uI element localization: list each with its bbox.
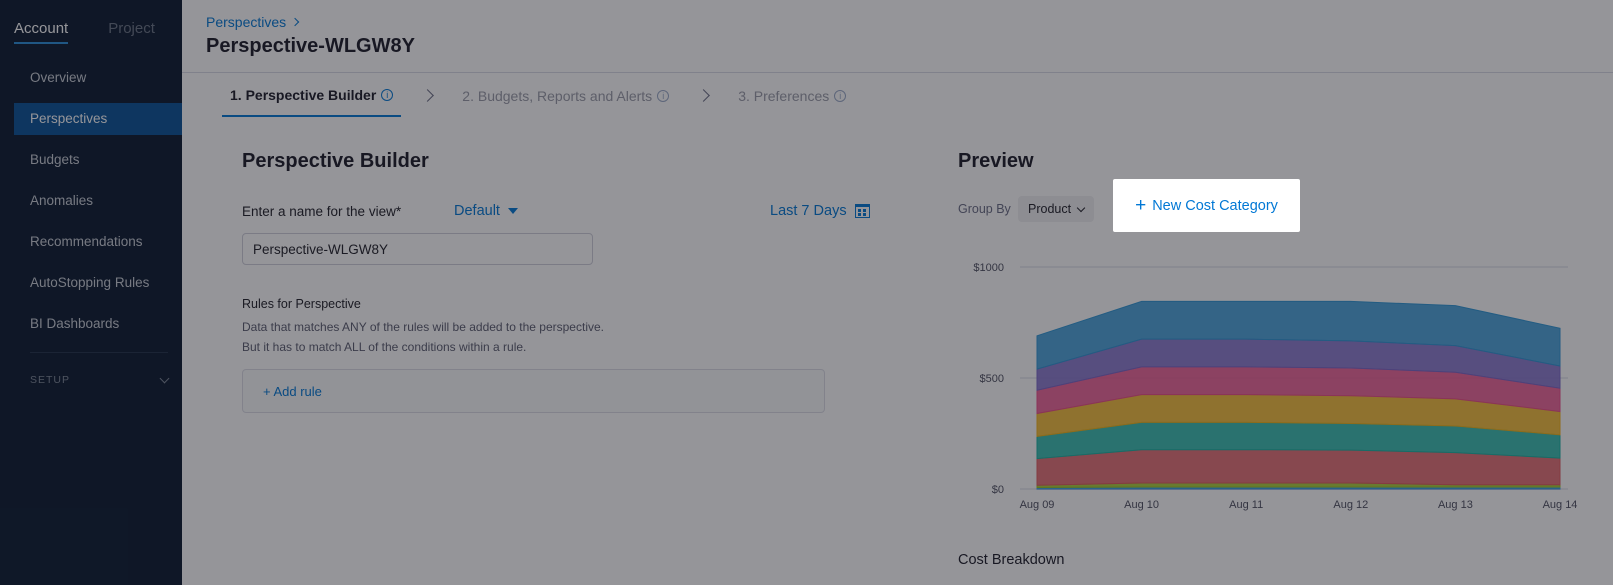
- y-axis-ticks: $0 $500 $1000: [973, 262, 1004, 496]
- caret-down-icon: [507, 208, 518, 214]
- time-range-picker[interactable]: Last 7 Days: [770, 203, 870, 219]
- group-by-dropdown[interactable]: Product: [1018, 196, 1095, 222]
- time-range-value: Last 7 Days: [770, 203, 847, 219]
- step-perspective-builder[interactable]: 1. Perspective Builder i: [222, 74, 402, 117]
- sidebar-item-overview[interactable]: Overview: [30, 70, 87, 85]
- view-type-value: Default: [454, 203, 500, 219]
- area-series-9[interactable]: [1036, 300, 1561, 370]
- x-tick-label: Aug 11: [1229, 499, 1263, 511]
- group-by-label: Group By: [958, 202, 1011, 216]
- rules-description-2: But it has to match ALL of the condition…: [242, 340, 527, 354]
- sidebar-item-recommendations[interactable]: Recommendations: [30, 234, 143, 249]
- setup-section-toggle[interactable]: SETUP: [14, 365, 170, 395]
- sidebar-item-bi-dashboards[interactable]: BI Dashboards: [30, 316, 120, 331]
- scope-tab-account[interactable]: Account: [14, 20, 69, 44]
- view-name-label: Enter a name for the view*: [242, 204, 402, 219]
- step-preferences[interactable]: 3. Preferences i: [730, 74, 854, 117]
- scope-tab-project[interactable]: Project: [108, 20, 155, 37]
- preview-title: Preview: [958, 150, 1034, 172]
- info-icon[interactable]: i: [834, 89, 847, 102]
- builder-title: Perspective Builder: [242, 150, 429, 172]
- sidebar-divider: [30, 352, 168, 353]
- rules-title: Rules for Perspective: [242, 297, 361, 311]
- cost-breakdown-title: Cost Breakdown: [958, 552, 1065, 568]
- add-rule-button[interactable]: + Add rule: [263, 384, 322, 399]
- sidebar-item-autostopping-rules[interactable]: AutoStopping Rules: [30, 275, 150, 290]
- x-tick-label: Aug 12: [1333, 499, 1368, 511]
- calendar-icon: [854, 204, 870, 218]
- sidebar: Account Project Overview Perspectives Bu…: [0, 0, 182, 585]
- plus-icon: +: [1135, 194, 1147, 216]
- breadcrumb[interactable]: Perspectives: [206, 14, 300, 30]
- chevron-right-icon: [421, 89, 435, 102]
- step-budgets-reports-alerts[interactable]: 2. Budgets, Reports and Alerts i: [454, 74, 677, 117]
- preview-chart: $0$500$1000 Aug 09 Aug 10 Aug 11 Aug 12 Aug …: [973, 262, 1578, 511]
- chevron-down-icon: [159, 373, 170, 383]
- area-series-4[interactable]: [1036, 449, 1561, 486]
- chevron-right-icon: [290, 17, 300, 27]
- sidebar-item-anomalies[interactable]: Anomalies: [30, 193, 94, 208]
- y-tick-label: $500: [980, 373, 1004, 385]
- rules-description-1: Data that matches ANY of the rules will …: [242, 320, 604, 334]
- x-axis-ticks: Aug 09 Aug 10 Aug 11 Aug 12 Aug 13 Aug 14: [1020, 499, 1578, 511]
- page-title: Perspective-WLGW8Y: [206, 35, 415, 57]
- page-header: [182, 0, 1613, 73]
- x-tick-label: Aug 10: [1124, 499, 1159, 511]
- x-tick-label: Aug 13: [1438, 499, 1473, 511]
- new-cost-category-button[interactable]: + New Cost Category: [1113, 179, 1300, 232]
- chevron-down-icon: [1076, 203, 1086, 212]
- group-by-value: Product: [1028, 202, 1072, 216]
- sidebar-item-perspectives[interactable]: Perspectives: [14, 103, 182, 135]
- y-tick-label: $1000: [973, 262, 1004, 274]
- info-icon[interactable]: i: [657, 89, 670, 102]
- step-label: 1. Perspective Builder: [230, 86, 377, 103]
- y-tick-label: $0: [992, 484, 1004, 496]
- main-content: Perspectives Perspective-WLGW8Y 1. Persp…: [182, 0, 1613, 585]
- rules-container: + Add rule: [242, 369, 825, 413]
- breadcrumb-perspectives[interactable]: Perspectives: [206, 14, 287, 30]
- view-type-dropdown[interactable]: Default: [454, 203, 518, 219]
- new-cost-category-label: New Cost Category: [1152, 197, 1278, 214]
- scope-tabs: Account Project: [14, 20, 155, 44]
- sidebar-nav: Overview Perspectives Budgets Anomalies …: [14, 62, 182, 395]
- sidebar-item-budgets[interactable]: Budgets: [30, 152, 80, 167]
- step-label: 2. Budgets, Reports and Alerts: [462, 87, 653, 104]
- x-tick-label: Aug 09: [1020, 499, 1055, 511]
- view-name-input[interactable]: [242, 233, 593, 265]
- setup-label: SETUP: [30, 374, 71, 386]
- wizard-steps: 1. Perspective Builder i 2. Budgets, Rep…: [222, 74, 854, 117]
- step-label: 3. Preferences: [738, 87, 830, 104]
- chevron-right-icon: [697, 89, 711, 102]
- chart-areas: [1036, 300, 1561, 490]
- info-icon[interactable]: i: [381, 88, 394, 101]
- x-tick-label: Aug 14: [1543, 499, 1578, 511]
